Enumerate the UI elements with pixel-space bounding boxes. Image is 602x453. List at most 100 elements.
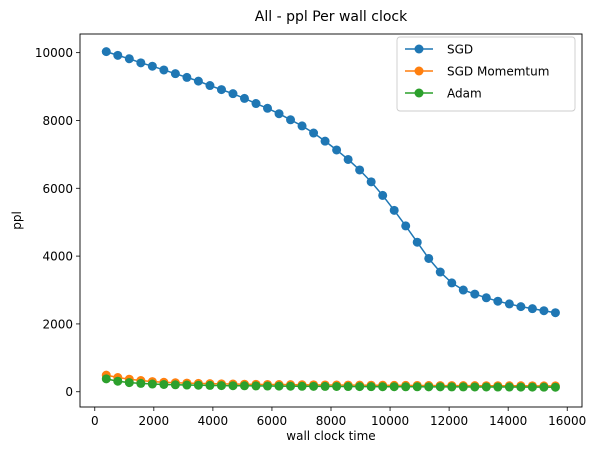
data-point-adam (297, 381, 307, 391)
data-point-sgd (170, 69, 180, 79)
data-point-sgd (136, 58, 146, 68)
series-line-sgd-momemtum (106, 374, 556, 387)
y-tick-label: 10000 (35, 46, 73, 60)
x-tick-label: 6000 (257, 414, 288, 428)
y-tick-label: 2000 (42, 317, 73, 331)
data-point-adam (228, 381, 238, 391)
data-point-sgd (516, 302, 526, 312)
data-point-adam (481, 382, 491, 392)
series-line-adam (106, 378, 556, 388)
data-point-adam (159, 379, 169, 389)
data-point-sgd (389, 205, 399, 215)
x-tick-label: 16000 (548, 414, 586, 428)
x-tick-label: 8000 (316, 414, 347, 428)
data-point-sgd (458, 285, 468, 295)
data-point-adam (193, 380, 203, 390)
y-tick-label: 6000 (42, 182, 73, 196)
legend-marker (414, 44, 424, 54)
data-point-sgd (539, 306, 549, 316)
data-point-sgd (297, 121, 307, 131)
data-point-adam (527, 382, 537, 392)
data-point-sgd (378, 190, 388, 200)
data-point-adam (504, 382, 514, 392)
data-point-adam (412, 382, 422, 392)
data-point-adam (470, 382, 480, 392)
data-point-sgd (286, 115, 296, 125)
data-point-sgd (527, 304, 537, 314)
legend-marker (414, 88, 424, 98)
data-point-sgd (504, 299, 514, 309)
data-point-sgd (481, 293, 491, 303)
data-point-adam (447, 382, 457, 392)
data-point-adam (424, 382, 434, 392)
data-point-adam (263, 381, 273, 391)
data-point-adam (355, 382, 365, 392)
data-point-sgd (113, 50, 123, 60)
data-point-adam (401, 382, 411, 392)
data-point-sgd (493, 296, 503, 306)
x-tick-label: 0 (91, 414, 99, 428)
data-point-adam (124, 378, 134, 388)
x-axis: 0 2000 4000 6000 8000 10000 12000 14000 16000 (91, 407, 586, 428)
y-tick-label: 4000 (42, 250, 73, 264)
data-point-adam (170, 380, 180, 390)
data-point-adam (539, 382, 549, 392)
x-tick-label: 2000 (139, 414, 170, 428)
chart-title: All - ppl Per wall clock (255, 9, 408, 25)
data-point-adam (458, 382, 468, 392)
data-point-sgd (205, 81, 215, 91)
data-point-adam (343, 382, 353, 392)
data-point-adam (332, 381, 342, 391)
data-point-adam (205, 380, 215, 390)
y-axis: 0 2000 4000 6000 8000 10000 (35, 46, 80, 399)
data-point-adam (239, 381, 249, 391)
legend-box (396, 36, 576, 112)
data-point-adam (378, 382, 388, 392)
data-point-sgd (412, 237, 422, 247)
plot-area (101, 47, 560, 392)
data-point-sgd (159, 65, 169, 75)
data-point-sgd (320, 136, 330, 146)
data-point-adam (274, 381, 284, 391)
data-point-sgd (447, 278, 457, 288)
data-point-sgd (216, 85, 226, 95)
x-tick-label: 12000 (430, 414, 468, 428)
data-point-sgd (424, 253, 434, 263)
x-tick-label: 4000 (198, 414, 229, 428)
legend-label: SGD (447, 43, 473, 57)
data-point-sgd (239, 93, 249, 103)
y-tick-label: 8000 (42, 114, 73, 128)
data-point-sgd (309, 128, 319, 138)
data-point-sgd (182, 72, 192, 82)
data-point-adam (182, 380, 192, 390)
data-point-sgd (193, 76, 203, 86)
data-point-sgd (401, 221, 411, 231)
data-point-sgd (101, 47, 111, 57)
legend: SGD SGD Momemtum Adam (396, 36, 576, 112)
data-point-sgd (251, 99, 261, 109)
series-adam (101, 374, 560, 392)
data-point-adam (286, 381, 296, 391)
x-tick-label: 10000 (371, 414, 409, 428)
series-sgd (101, 47, 560, 318)
data-point-adam (101, 374, 111, 384)
data-point-adam (136, 378, 146, 388)
data-point-adam (216, 381, 226, 391)
data-point-adam (389, 382, 399, 392)
data-point-adam (147, 379, 157, 389)
legend-marker (414, 66, 424, 76)
data-point-adam (366, 382, 376, 392)
data-point-adam (550, 382, 560, 392)
data-point-sgd (274, 109, 284, 119)
data-point-sgd (124, 54, 134, 64)
data-point-sgd (263, 103, 273, 113)
data-point-adam (320, 381, 330, 391)
y-axis-label: ppl (10, 211, 24, 230)
data-point-sgd (355, 165, 365, 175)
data-point-sgd (470, 289, 480, 299)
data-point-adam (435, 382, 445, 392)
data-point-sgd (435, 267, 445, 277)
data-point-sgd (343, 154, 353, 164)
data-point-sgd (332, 145, 342, 155)
data-point-sgd (147, 61, 157, 71)
